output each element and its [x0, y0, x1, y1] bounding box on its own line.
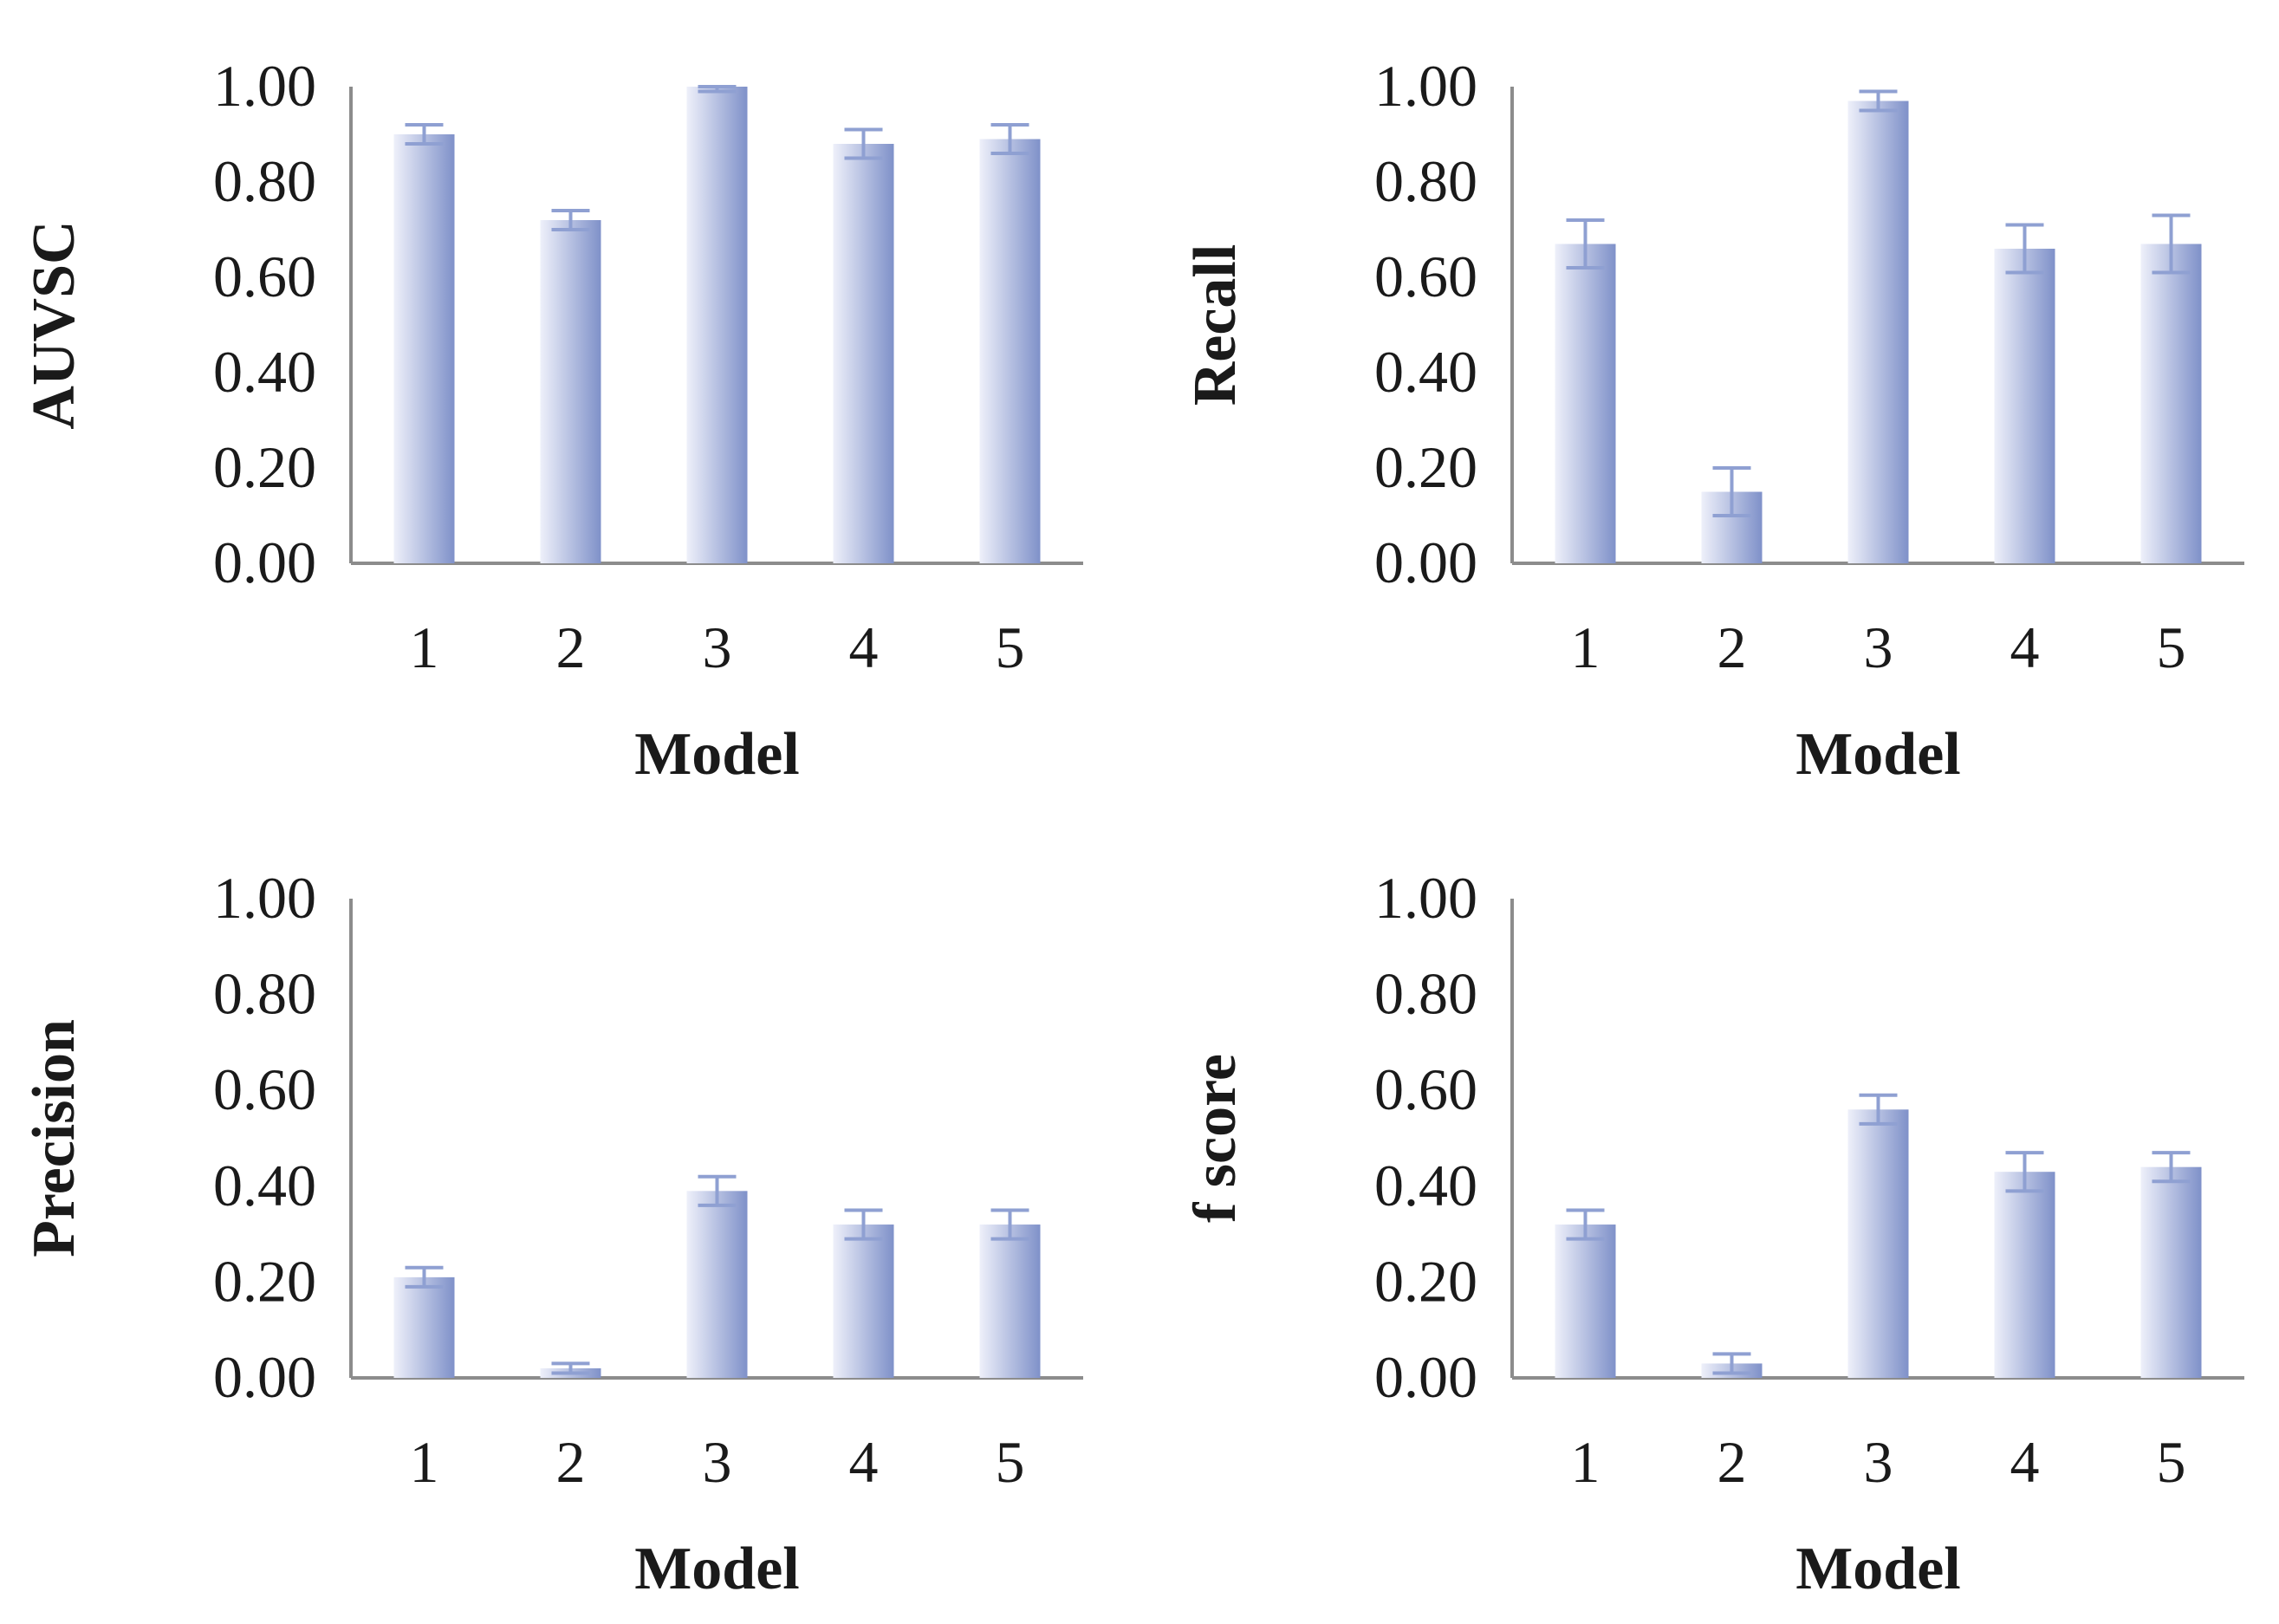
y-tick-label: 1.00: [213, 53, 316, 119]
y-tick-label: 1.00: [1374, 53, 1477, 119]
x-tick-label: 1: [1571, 1429, 1600, 1495]
bar-model-1: [393, 1276, 455, 1378]
x-tick-label: 4: [2010, 614, 2040, 680]
bar-model-2: [540, 220, 601, 563]
error-bar-model-2: [551, 1361, 590, 1375]
y-axis-title: f score: [1182, 1054, 1249, 1223]
y-tick-label: 0.60: [213, 1056, 316, 1122]
error-bar-model-5: [2152, 213, 2191, 275]
error-bar-model-3: [1859, 89, 1898, 113]
y-tick-label: 0.40: [213, 339, 316, 405]
y-axis-title: Precision: [21, 1019, 88, 1257]
bar-model-3: [1847, 1109, 1909, 1378]
error-bar-model-4: [2005, 1151, 2044, 1193]
error-bar-model-4: [2005, 223, 2044, 275]
bar-model-4: [1994, 1172, 2055, 1378]
x-tick-label: 3: [703, 614, 732, 680]
bar-model-1: [393, 134, 455, 563]
bar-model-4: [833, 144, 894, 563]
bar-model-1: [1555, 244, 1616, 563]
error-bar-model-3: [698, 85, 737, 94]
x-tick-label: 5: [996, 1429, 1025, 1495]
x-tick-label: 5: [996, 614, 1025, 680]
y-tick-label: 0.20: [1374, 434, 1477, 500]
x-tick-label: 4: [849, 1429, 879, 1495]
bar-model-4: [833, 1224, 894, 1378]
x-axis-title: Model: [634, 1536, 800, 1602]
bar-model-5: [2140, 1166, 2202, 1378]
error-bar-model-3: [698, 1174, 737, 1207]
y-tick-label: 0.60: [1374, 1056, 1477, 1122]
y-tick-label: 0.80: [1374, 148, 1477, 214]
error-bar-model-1: [1566, 1208, 1605, 1241]
error-bar-model-1: [1566, 218, 1605, 270]
bar-model-5: [979, 139, 1041, 563]
error-bar-model-4: [844, 1208, 883, 1241]
chart-panel-1: 0.00 0.20 0.40 0.60 0.80 1.00 1 2 3 4 5 Model AUVSC: [21, 53, 1083, 788]
bar-model-5: [979, 1224, 1041, 1378]
error-bar-model-2: [551, 209, 590, 231]
bar-model-3: [1847, 101, 1909, 563]
y-tick-label: 0.40: [1374, 339, 1477, 405]
y-tick-label: 0.80: [213, 148, 316, 214]
x-axis-title: Model: [634, 721, 800, 788]
error-bar-model-2: [1712, 466, 1751, 517]
y-tick-label: 0.20: [1374, 1248, 1477, 1314]
y-tick-label: 0.40: [213, 1153, 316, 1218]
error-bar-model-3: [1859, 1093, 1898, 1126]
x-axis-title: Model: [1795, 1536, 1961, 1602]
y-tick-label: 1.00: [1374, 865, 1477, 931]
x-tick-label: 4: [849, 614, 879, 680]
error-bar-model-1: [405, 123, 444, 146]
y-tick-label: 0.00: [1374, 529, 1477, 595]
bar-model-3: [686, 87, 748, 563]
x-tick-label: 2: [1717, 1429, 1747, 1495]
y-tick-label: 0.20: [213, 434, 316, 500]
x-tick-label: 3: [703, 1429, 732, 1495]
x-tick-label: 4: [2010, 1429, 2040, 1495]
chart-panel-4: 0.00 0.20 0.40 0.60 0.80 1.00 1 2 3 4 5 Model f scor…: [1182, 865, 2244, 1602]
x-tick-label: 1: [410, 614, 439, 680]
bar-model-3: [686, 1191, 748, 1378]
error-bar-model-5: [990, 123, 1029, 155]
y-tick-label: 0.20: [213, 1248, 316, 1314]
x-tick-label: 5: [2157, 1429, 2186, 1495]
y-axis-title: Recall: [1182, 244, 1249, 406]
y-tick-label: 1.00: [213, 865, 316, 931]
bar-model-1: [1555, 1224, 1616, 1378]
y-tick-label: 0.00: [1374, 1344, 1477, 1410]
x-tick-label: 2: [556, 1429, 586, 1495]
chart-panel-3: 0.00 0.20 0.40 0.60 0.80 1.00 1 2 3 4 5 Model Precis…: [21, 865, 1083, 1602]
bar-model-5: [2140, 244, 2202, 563]
x-tick-label: 1: [1571, 614, 1600, 680]
error-bar-model-5: [990, 1208, 1029, 1241]
y-tick-label: 0.80: [213, 961, 316, 1027]
x-axis-title: Model: [1795, 721, 1961, 788]
y-axis-title: AUVSC: [21, 220, 88, 429]
y-tick-label: 0.00: [213, 529, 316, 595]
error-bar-model-4: [844, 127, 883, 160]
x-tick-label: 1: [410, 1429, 439, 1495]
error-bar-model-5: [2152, 1151, 2191, 1184]
y-tick-label: 0.60: [213, 244, 316, 309]
x-tick-label: 2: [556, 614, 586, 680]
y-tick-label: 0.40: [1374, 1153, 1477, 1218]
y-tick-label: 0.80: [1374, 961, 1477, 1027]
error-bar-model-1: [405, 1265, 444, 1289]
x-tick-label: 3: [1864, 1429, 1893, 1495]
x-tick-label: 3: [1864, 614, 1893, 680]
error-bar-model-2: [1712, 1352, 1751, 1375]
y-tick-label: 0.60: [1374, 244, 1477, 309]
y-tick-label: 0.00: [213, 1344, 316, 1410]
x-tick-label: 5: [2157, 614, 2186, 680]
chart-panel-2: 0.00 0.20 0.40 0.60 0.80 1.00 1 2 3 4 5 Model Recall: [1182, 53, 2244, 788]
x-tick-label: 2: [1717, 614, 1747, 680]
bar-model-4: [1994, 249, 2055, 563]
